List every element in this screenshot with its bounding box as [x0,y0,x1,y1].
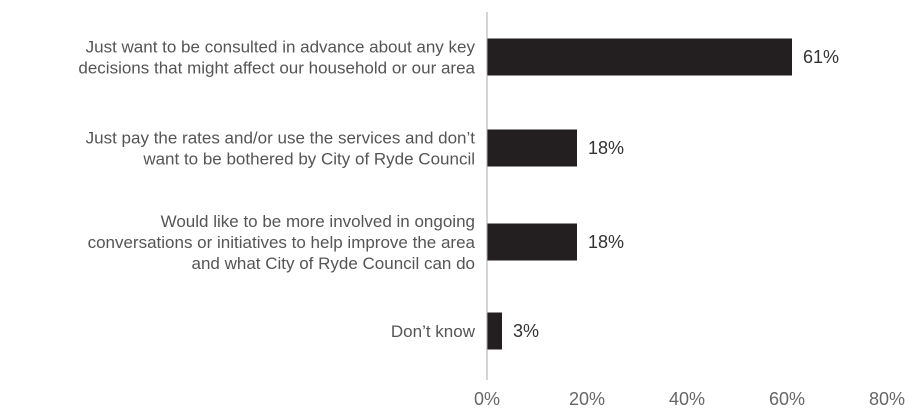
category-label-line: and what City of Ryde Council can do [192,254,476,273]
bar-value-label-1: 61% [803,47,839,67]
x-tick-label: 80% [869,389,905,409]
category-label-line: Don’t know [391,322,476,341]
x-tick-label: 40% [669,389,705,409]
bar-2 [487,129,577,167]
category-label-line: Just pay the rates and/or use the servic… [86,129,476,148]
category-label-line: Just want to be consulted in advance abo… [86,38,476,57]
value-labels-group: 61% 18% 18% 3% [513,47,839,341]
x-tick-label: 60% [769,389,805,409]
category-label-2: Just pay the rates and/or use the servic… [86,129,476,169]
x-tick-label: 0% [474,389,500,409]
bar-value-label-3: 18% [588,232,624,252]
bars-group [487,38,792,350]
category-label-1: Just want to be consulted in advance abo… [78,38,475,78]
bar-value-label-2: 18% [588,138,624,158]
x-axis-ticks-group: 0% 20% 40% 60% 80% [474,389,905,409]
bar-4 [487,312,502,350]
category-label-4: Don’t know [391,322,476,341]
category-label-line: want to be bothered by City of Ryde Coun… [142,150,475,169]
category-label-line: conversations or initiatives to help imp… [88,233,476,252]
bar-value-label-4: 3% [513,321,539,341]
category-labels-group: Just want to be consulted in advance abo… [78,38,475,342]
category-label-line: decisions that might affect our househol… [78,59,475,78]
x-tick-label: 20% [569,389,605,409]
category-label-line: Would like to be more involved in ongoin… [161,212,475,231]
category-label-3: Would like to be more involved in ongoin… [88,212,476,273]
bar-3 [487,223,577,261]
bar-1 [487,38,792,76]
